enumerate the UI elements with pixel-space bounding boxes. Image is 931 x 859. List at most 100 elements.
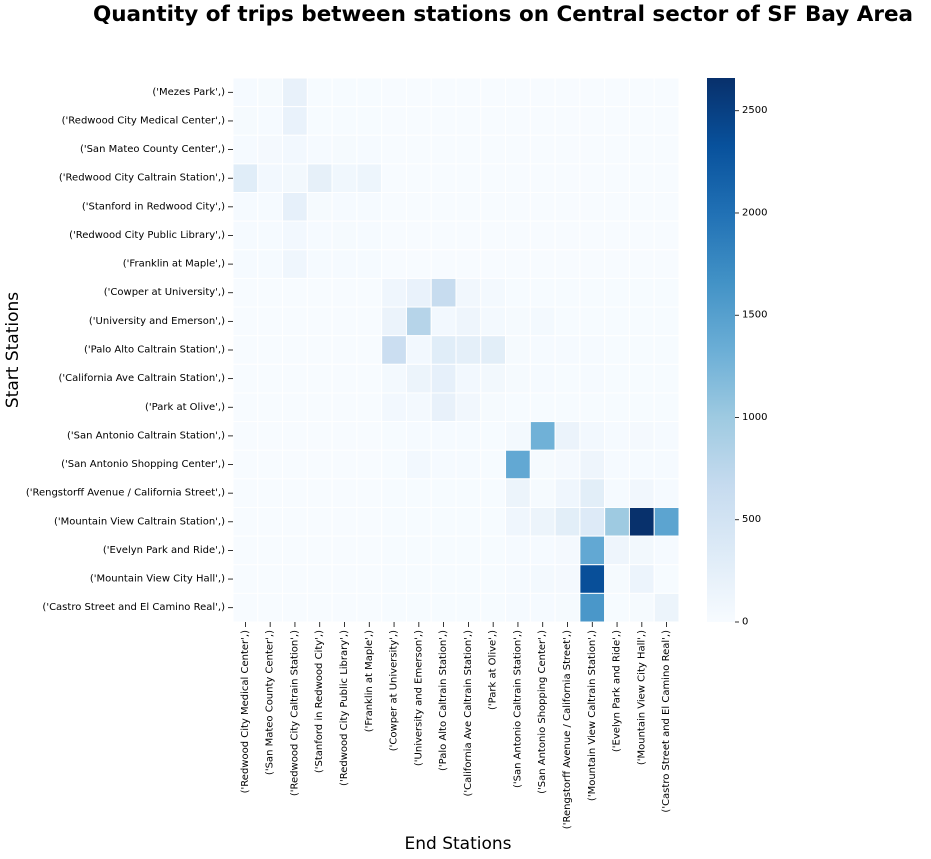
heatmap-cell (356, 77, 383, 108)
heatmap-cell (430, 192, 457, 222)
heatmap-cell (505, 449, 531, 480)
col-tick-label: ('Mountain View Caltrain Station',) (587, 630, 598, 801)
heatmap-cell (282, 335, 308, 365)
heatmap-cell (282, 392, 308, 423)
heatmap-cell (455, 363, 482, 394)
heatmap-cell (554, 363, 581, 394)
heatmap-cells (232, 77, 680, 623)
heatmap-cell (331, 220, 358, 251)
heatmap-cell (381, 363, 407, 394)
row-tick-label: ('University and Emerson',) (89, 316, 225, 327)
heatmap-cell (306, 134, 333, 165)
heatmap-cell (505, 535, 531, 566)
heatmap-cell (306, 564, 333, 594)
heatmap-cell (455, 277, 482, 308)
heatmap-cell (405, 277, 432, 308)
heatmap-cell (282, 363, 308, 394)
heatmap-cell (356, 564, 383, 594)
heatmap-cell (430, 335, 457, 365)
heatmap-cell (356, 449, 383, 480)
heatmap-cell (430, 306, 457, 337)
heatmap-cell (455, 535, 482, 566)
heatmap-cell (505, 506, 531, 537)
heatmap-cell (505, 478, 531, 508)
heatmap-cell (430, 478, 457, 508)
heatmap-cell (257, 134, 284, 165)
heatmap-cell (405, 449, 432, 480)
heatmap-cell (480, 220, 507, 251)
heatmap-cell (480, 506, 507, 537)
heatmap-cell (306, 506, 333, 537)
heatmap-cell (554, 564, 581, 594)
heatmap-cell (405, 306, 432, 337)
heatmap-cell (628, 163, 655, 194)
col-tick-label: ('Palo Alto Caltrain Station',) (438, 630, 449, 771)
heatmap-cell (480, 277, 507, 308)
row-tick-label: ('Stanford in Redwood City',) (82, 201, 225, 212)
colorbar-gradient (707, 78, 735, 622)
heatmap-cell (529, 392, 556, 423)
heatmap-cell (257, 335, 284, 365)
heatmap-cell (529, 277, 556, 308)
heatmap-cell (653, 220, 680, 251)
heatmap-cell (554, 249, 581, 279)
heatmap-cell (455, 506, 482, 537)
col-tick-labels: ('Redwood City Medical Center',) ('San Ma… (240, 622, 672, 829)
heatmap-cell (405, 335, 432, 365)
row-tick-label: ('San Antonio Caltrain Station',) (67, 430, 225, 441)
heatmap-cell (505, 392, 531, 423)
heatmap-cell (653, 335, 680, 365)
heatmap-cell (232, 392, 259, 423)
heatmap-cell (306, 220, 333, 251)
colorbar: 0 500 1000 1500 2000 2500 (707, 78, 767, 628)
heatmap-cell (604, 592, 630, 623)
heatmap-cell (455, 592, 482, 623)
heatmap-cell (381, 478, 407, 508)
heatmap-cell (628, 506, 655, 537)
heatmap-cell (331, 134, 358, 165)
y-axis-label: Start Stations (3, 292, 23, 408)
heatmap-cell (554, 77, 581, 108)
heatmap-cell (579, 163, 606, 194)
col-tick-label: ('San Antonio Shopping Center',) (537, 630, 548, 794)
col-tick-label: ('Stanford in Redwood City',) (314, 630, 325, 773)
heatmap-cell (505, 421, 531, 451)
heatmap-cell (430, 564, 457, 594)
heatmap-cell (356, 106, 383, 136)
heatmap-cell (554, 535, 581, 566)
heatmap-cell (579, 535, 606, 566)
heatmap-cell (604, 478, 630, 508)
heatmap-cell (529, 506, 556, 537)
heatmap-cell (653, 592, 680, 623)
heatmap-cell (653, 306, 680, 337)
heatmap-cell (579, 277, 606, 308)
heatmap-cell (579, 249, 606, 279)
heatmap-cell (628, 449, 655, 480)
row-tick-label: ('San Mateo County Center',) (80, 144, 225, 155)
heatmap-cell (529, 106, 556, 136)
heatmap-cell (381, 592, 407, 623)
heatmap-cell (356, 163, 383, 194)
heatmap-cell (257, 449, 284, 480)
heatmap-cell (579, 564, 606, 594)
col-tick-label: ('Franklin at Maple',) (364, 630, 375, 732)
heatmap-cell (554, 192, 581, 222)
heatmap-cell (480, 134, 507, 165)
heatmap-cell (455, 106, 482, 136)
heatmap-cell (232, 134, 259, 165)
heatmap-cell (554, 421, 581, 451)
heatmap-cell (579, 192, 606, 222)
heatmap-cell (579, 363, 606, 394)
heatmap-cell (257, 249, 284, 279)
heatmap-cell (232, 163, 259, 194)
heatmap-cell (257, 192, 284, 222)
heatmap-cell (405, 564, 432, 594)
heatmap-cell (455, 335, 482, 365)
heatmap-cell (430, 220, 457, 251)
heatmap-cell (628, 535, 655, 566)
heatmap-cell (331, 449, 358, 480)
heatmap-cell (282, 163, 308, 194)
heatmap-cell (381, 564, 407, 594)
heatmap-cell (356, 220, 383, 251)
heatmap-cell (331, 392, 358, 423)
